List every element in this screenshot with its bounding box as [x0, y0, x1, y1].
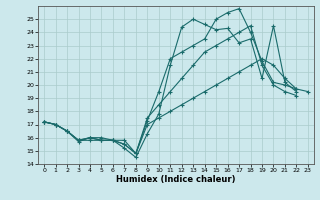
X-axis label: Humidex (Indice chaleur): Humidex (Indice chaleur)	[116, 175, 236, 184]
